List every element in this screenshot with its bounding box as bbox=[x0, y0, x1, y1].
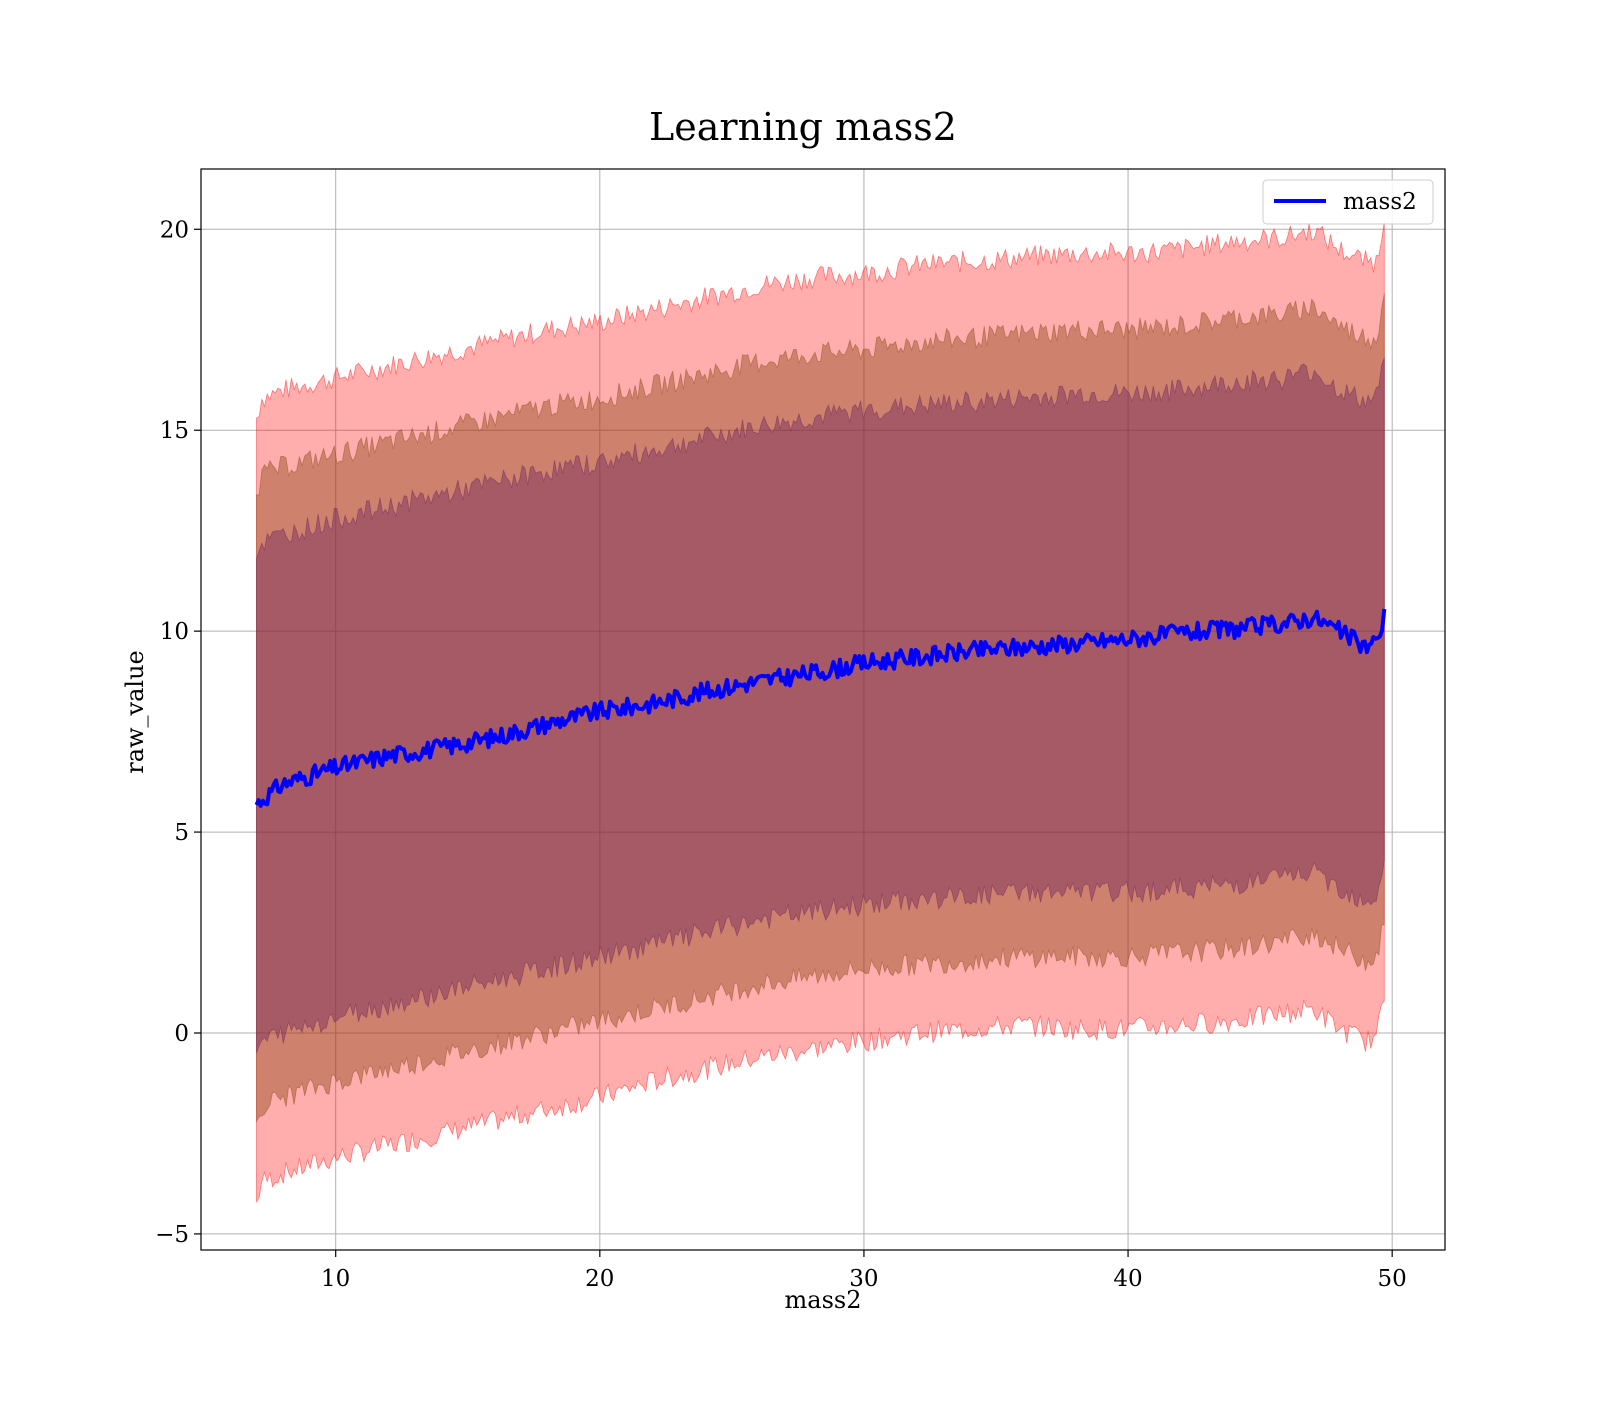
legend-label: mass2 bbox=[1343, 189, 1417, 215]
plot-frame bbox=[200, 168, 1446, 1251]
series-lines bbox=[254, 608, 1387, 808]
x-axis-label: mass2 bbox=[785, 1286, 862, 1314]
series-line-mass2 bbox=[254, 608, 1387, 808]
y-tick-label: 10 bbox=[160, 619, 189, 645]
x-axis: 10 20 30 40 50 bbox=[321, 1250, 1407, 1292]
band-middle bbox=[256, 293, 1385, 1123]
y-tick-label: 15 bbox=[160, 418, 189, 444]
x-tick-label: 50 bbox=[1378, 1266, 1407, 1292]
band-inner bbox=[256, 357, 1385, 1054]
plot-area bbox=[200, 168, 1446, 1251]
confidence-bands bbox=[256, 221, 1385, 1204]
y-axis-label: raw_value bbox=[121, 650, 149, 774]
y-axis: −5 0 5 10 15 20 bbox=[155, 217, 201, 1248]
y-tick-label: 20 bbox=[160, 217, 189, 243]
x-tick-label: 20 bbox=[585, 1266, 614, 1292]
band-outer bbox=[256, 221, 1385, 1204]
x-tick-label: 40 bbox=[1113, 1266, 1142, 1292]
x-tick-label: 30 bbox=[849, 1266, 878, 1292]
y-tick-label: 0 bbox=[174, 1021, 189, 1047]
y-tick-label: 5 bbox=[174, 820, 189, 846]
chart-title: Learning mass2 bbox=[649, 105, 957, 149]
x-tick-label: 10 bbox=[321, 1266, 350, 1292]
y-tick-label: −5 bbox=[155, 1222, 189, 1248]
legend: mass2 bbox=[1262, 179, 1434, 225]
legend-box bbox=[1262, 179, 1434, 225]
